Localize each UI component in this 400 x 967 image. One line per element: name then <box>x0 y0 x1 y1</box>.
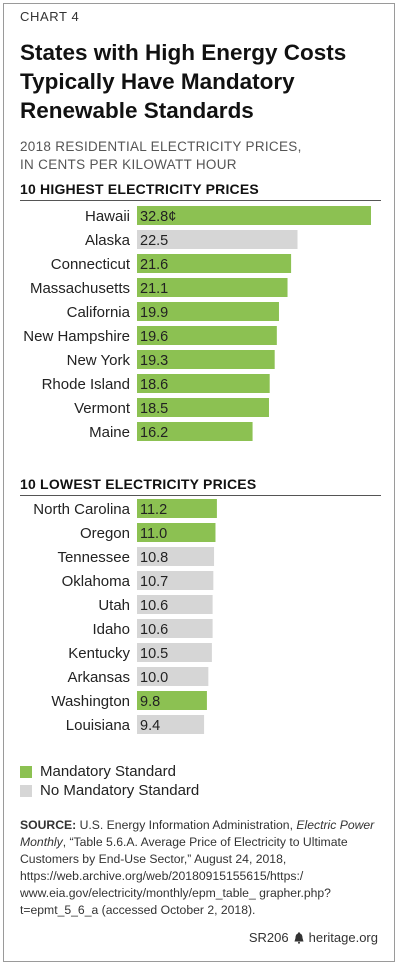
lowest-bar-arkansas <box>137 667 209 686</box>
lowest-category-label-louisiana: Louisiana <box>66 717 131 734</box>
highest-category-label-rhode-island: Rhode Island <box>42 376 130 393</box>
highest-category-label-new-york: New York <box>67 352 131 369</box>
lowest-category-label-tennessee: Tennessee <box>57 549 130 566</box>
lowest-value-label-tennessee: 10.8 <box>140 550 168 566</box>
highest-bar-hawaii <box>137 206 371 225</box>
source-publication: Electric Power Monthly <box>20 818 375 849</box>
site-name: heritage.org <box>308 930 378 945</box>
lowest-bar-utah <box>137 595 213 614</box>
lowest-bar-louisiana <box>137 715 205 734</box>
subtitle-line-2: IN CENTS PER KILOWATT HOUR <box>20 157 237 172</box>
highest-category-label-hawaii: Hawaii <box>85 208 130 225</box>
highest-value-label-new-york: 19.3 <box>140 353 168 369</box>
lowest-bar-tennessee <box>137 547 215 566</box>
highest-bar-connecticut <box>137 254 292 273</box>
highest-bar-rhode-island <box>137 374 270 393</box>
lowest-category-label-north-carolina: North Carolina <box>33 501 130 518</box>
lowest-prices-chart: North Carolina 11.2 Oregon 11.0 Tennessee 10.… <box>33 499 217 734</box>
source-text-after: , “Table 5.6.A. Average Price of Electri… <box>20 835 348 917</box>
highest-value-label-new-hampshire: 19.6 <box>140 329 168 345</box>
chart-subtitle: 2018 RESIDENTIAL ELECTRICITY PRICES, IN … <box>20 138 380 174</box>
highest-bar-vermont <box>137 398 269 417</box>
highest-value-label-rhode-island: 18.6 <box>140 377 168 393</box>
lowest-value-label-louisiana: 9.4 <box>140 718 160 734</box>
chart-title: States with High Energy Costs Typically … <box>20 40 347 123</box>
subtitle-line-1: 2018 RESIDENTIAL ELECTRICITY PRICES, <box>20 139 302 154</box>
highest-category-label-massachusetts: Massachusetts <box>30 280 130 297</box>
highest-category-label-connecticut: Connecticut <box>51 256 131 273</box>
legend-label-no-mandatory: No Mandatory Standard <box>40 782 200 799</box>
legend: Mandatory Standard No Mandatory Standard <box>20 762 199 800</box>
legend-item-mandatory: Mandatory Standard <box>20 762 199 781</box>
lowest-category-label-washington: Washington <box>51 693 130 710</box>
highest-value-label-california: 19.9 <box>140 305 168 321</box>
lowest-value-label-washington: 9.8 <box>140 694 160 710</box>
report-id: SR206 <box>248 930 289 945</box>
source-label: SOURCE: <box>20 818 77 832</box>
lowest-category-label-utah: Utah <box>98 597 130 614</box>
lowest-value-label-kentucky: 10.5 <box>140 646 168 662</box>
lowest-bar-idaho <box>137 619 213 638</box>
highest-value-label-connecticut: 21.6 <box>140 257 168 273</box>
lowest-value-label-north-carolina: 11.2 <box>140 502 167 518</box>
chart-number: CHART 4 <box>20 9 80 24</box>
highest-value-label-vermont: 18.5 <box>140 401 168 417</box>
highest-value-label-hawaii: 32.8¢ <box>140 209 176 225</box>
highest-category-label-california: California <box>67 304 131 321</box>
lowest-bar-washington <box>137 691 207 710</box>
lowest-value-label-oklahoma: 10.7 <box>140 574 168 590</box>
highest-value-label-maine: 16.2 <box>140 425 168 441</box>
legend-item-no-mandatory: No Mandatory Standard <box>20 781 199 800</box>
highest-category-label-new-hampshire: New Hampshire <box>23 328 130 345</box>
highest-bar-alaska <box>137 230 298 249</box>
lowest-prices-heading: 10 LOWEST ELECTRICITY PRICES <box>20 476 257 492</box>
lowest-value-label-arkansas: 10.0 <box>140 670 168 686</box>
liberty-bell-icon <box>294 932 304 944</box>
lowest-bar-kentucky <box>137 643 212 662</box>
lowest-category-label-kentucky: Kentucky <box>68 645 130 662</box>
highest-bar-california <box>137 302 279 321</box>
highest-bar-maine <box>137 422 253 441</box>
lowest-category-label-oklahoma: Oklahoma <box>62 573 131 590</box>
lowest-bar-north-carolina <box>137 499 217 518</box>
chart-frame <box>3 3 395 962</box>
highest-category-label-vermont: Vermont <box>74 400 131 417</box>
lowest-category-label-idaho: Idaho <box>92 621 130 638</box>
highest-category-label-alaska: Alaska <box>85 232 131 249</box>
lowest-bar-oklahoma <box>137 571 214 590</box>
highest-bar-massachusetts <box>137 278 288 297</box>
lowest-value-label-idaho: 10.6 <box>140 622 168 638</box>
highest-value-label-massachusetts: 21.1 <box>140 281 168 297</box>
highest-prices-chart: Hawaii 32.8¢ Alaska 22.5 Connecticut 21.6 Mass… <box>23 206 371 441</box>
source-note: SOURCE: U.S. Energy Information Administ… <box>20 817 380 919</box>
lowest-category-label-oregon: Oregon <box>80 525 130 542</box>
footer: SR206 heritage.org <box>249 930 378 945</box>
highest-category-label-maine: Maine <box>89 424 130 441</box>
lowest-prices-rule <box>20 495 381 496</box>
highest-value-label-alaska: 22.5 <box>140 233 168 249</box>
highest-prices-heading: 10 HIGHEST ELECTRICITY PRICES <box>20 181 259 197</box>
legend-label-mandatory: Mandatory Standard <box>40 763 176 780</box>
lowest-value-label-oregon: 11.0 <box>140 526 167 542</box>
legend-swatch-no-mandatory <box>20 784 32 797</box>
lowest-bar-oregon <box>137 523 216 542</box>
highest-bar-new-york <box>137 350 275 369</box>
source-text-before: U.S. Energy Information Administration, <box>76 818 297 832</box>
lowest-value-label-utah: 10.6 <box>140 598 168 614</box>
legend-swatch-mandatory <box>20 765 32 778</box>
lowest-category-label-arkansas: Arkansas <box>67 669 130 686</box>
highest-prices-rule <box>20 200 381 201</box>
highest-bar-new-hampshire <box>137 326 277 345</box>
